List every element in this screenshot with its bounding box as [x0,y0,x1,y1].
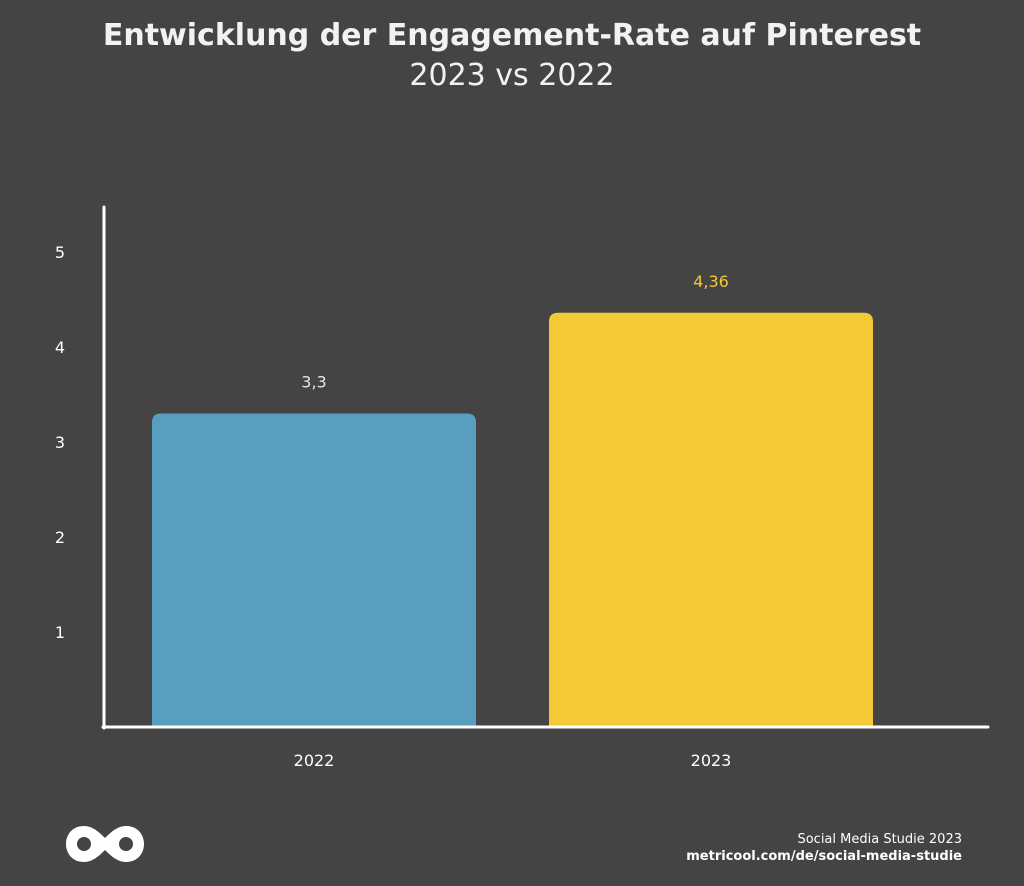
bar-2022 [152,413,476,727]
y-tick-label-1: 1 [55,623,65,642]
chart-title: Entwicklung der Engagement-Rate auf Pint… [102,18,922,53]
x-tick-label-2023: 2023 [691,751,732,770]
value-labels-group: 3,3 4,36 [301,272,729,392]
x-axis-ticks: 2022 2023 [294,751,732,770]
bar-2023 [549,312,873,727]
value-label-2022: 3,3 [301,373,326,392]
metricool-logo-icon [66,826,144,862]
footer-source: Social Media Studie 2023 metricool.com/d… [686,832,962,865]
y-tick-label-2: 2 [55,528,65,547]
y-tick-label-5: 5 [55,243,65,262]
x-tick-label-2022: 2022 [294,751,335,770]
y-axis-ticks: 1 2 3 4 5 [55,243,65,642]
footer-url-link[interactable]: metricool.com/de/social-media-studie [686,849,962,864]
bars-group [152,312,873,727]
y-tick-label-3: 3 [55,433,65,452]
footer-source-text: Social Media Studie 2023 [797,832,962,847]
y-tick-label-4: 4 [55,338,65,357]
value-label-2023: 4,36 [693,272,729,291]
chart-subtitle: 2023 vs 2022 [409,58,615,93]
